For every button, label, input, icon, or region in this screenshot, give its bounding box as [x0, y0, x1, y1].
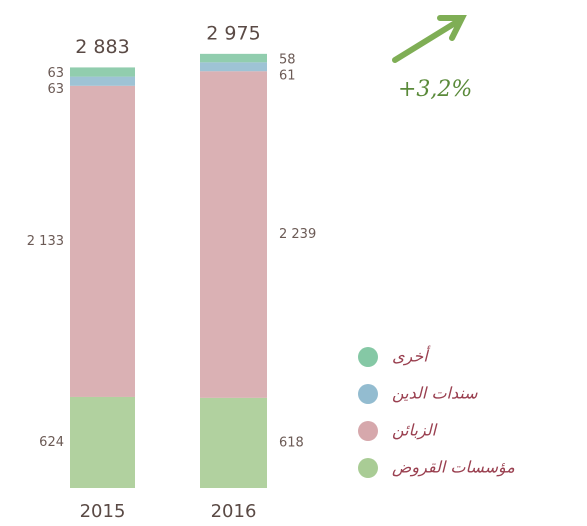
- total-label: 2 883: [75, 36, 129, 58]
- value-label: 624: [39, 435, 64, 450]
- total-label: 2 975: [206, 23, 260, 45]
- value-label: 61: [279, 69, 296, 84]
- x-tick-label: 2016: [211, 501, 257, 522]
- legend-label: الزبائن: [392, 421, 438, 440]
- legend-label: مؤسسات القروض: [392, 458, 515, 477]
- value-label: 2 239: [279, 227, 316, 242]
- bar-segment: [70, 76, 135, 86]
- value-label: 63: [47, 82, 64, 97]
- legend-swatch: [358, 347, 378, 367]
- legend-swatch: [358, 421, 378, 441]
- growth-note: +3,2%: [398, 77, 472, 102]
- legend-label: سندات الدين: [392, 384, 478, 403]
- bar-segment: [200, 71, 267, 398]
- value-label: 58: [279, 53, 296, 68]
- bar-segment: [70, 396, 135, 488]
- bar-segment: [70, 85, 135, 397]
- bar-segment: [200, 53, 267, 63]
- value-label: 2 133: [27, 234, 64, 249]
- bar-segment: [200, 62, 267, 72]
- value-label: 618: [279, 435, 304, 450]
- x-tick-label: 2015: [80, 501, 126, 522]
- value-label: 63: [47, 66, 64, 81]
- growth-arrow: [392, 15, 467, 63]
- legend-label: أخرى: [392, 346, 431, 366]
- legend-swatch: [358, 384, 378, 404]
- bar-segment: [200, 397, 267, 488]
- bar-segment: [70, 67, 135, 77]
- legend-swatch: [358, 458, 378, 478]
